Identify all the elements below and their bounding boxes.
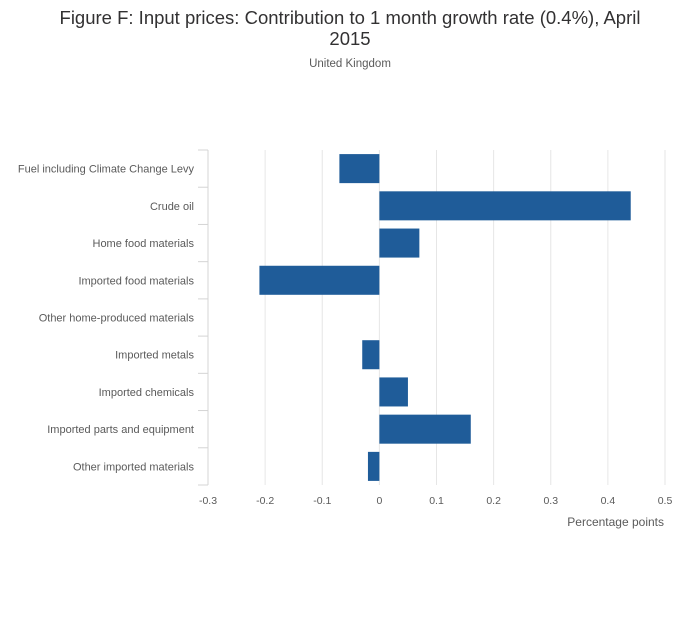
category-label: Imported food materials	[78, 275, 194, 287]
category-label: Imported metals	[115, 350, 194, 362]
bar[interactable]	[362, 340, 380, 370]
category-label: Other home-produced materials	[39, 313, 195, 325]
bar[interactable]	[379, 414, 471, 444]
bar[interactable]	[379, 191, 631, 221]
x-tick-label: 0.3	[543, 495, 558, 507]
category-label: Imported chemicals	[99, 387, 195, 399]
x-tick-label: -0.1	[313, 495, 331, 507]
x-tick-label: -0.2	[256, 495, 274, 507]
category-label: Crude oil	[150, 201, 194, 213]
x-tick-label: 0.5	[658, 495, 673, 507]
x-tick-label: -0.3	[199, 495, 217, 507]
x-tick-label: 0.2	[486, 495, 501, 507]
category-labels: Fuel including Climate Change Levy Crude …	[18, 164, 195, 474]
category-label: Fuel including Climate Change Levy	[18, 164, 195, 176]
x-tick-label: 0.4	[601, 495, 616, 507]
x-tick-labels: -0.3 -0.2 -0.1 0 0.1 0.2 0.3 0.4 0.5	[199, 495, 672, 507]
category-label: Other imported materials	[73, 461, 195, 473]
y-axis	[198, 149, 209, 486]
bar[interactable]	[339, 154, 380, 184]
chart-subtitle: United Kingdom	[309, 58, 391, 70]
bars	[259, 154, 631, 481]
x-axis-title: Percentage points	[567, 515, 664, 529]
chart-title: Figure F: Input prices: Contribution to …	[59, 7, 641, 49]
bar[interactable]	[379, 228, 420, 258]
category-label: Imported parts and equipment	[47, 424, 194, 436]
category-label: Home food materials	[93, 238, 195, 250]
bar[interactable]	[259, 265, 380, 295]
x-tick-label: 0	[376, 495, 382, 507]
bar[interactable]	[379, 377, 408, 407]
bar[interactable]	[367, 451, 380, 481]
x-tick-label: 0.1	[429, 495, 444, 507]
